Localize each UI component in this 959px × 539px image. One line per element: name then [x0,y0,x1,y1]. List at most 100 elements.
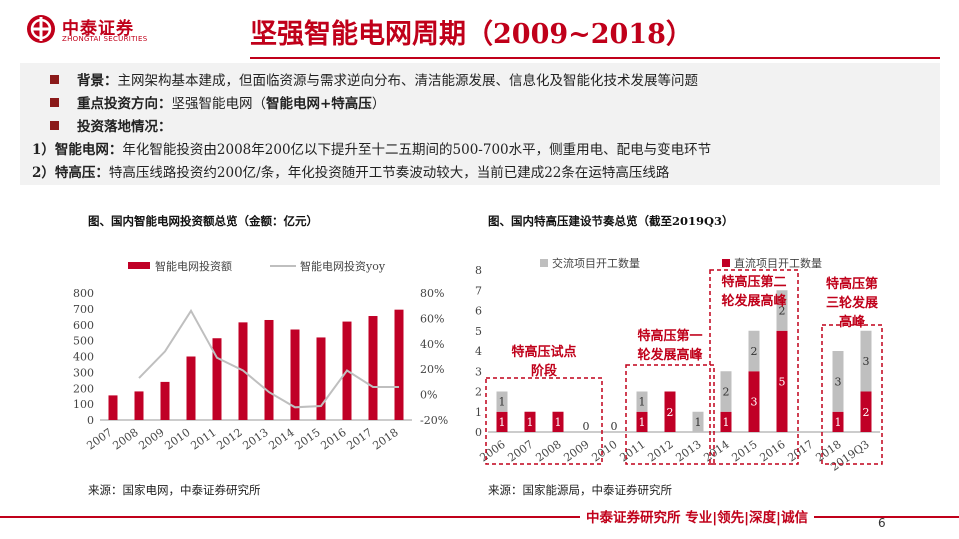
y-tick-label: 7 [475,284,482,297]
y2-tick-label: 40% [420,338,444,351]
x-tick-label: 2014 [266,426,296,453]
smart-grid-investment-chart: 智能电网投资额 智能电网投资yoy 0 100 200 300 400 500 600 700 80… [73,259,448,453]
y-tick-label: 6 [475,305,482,318]
y-tick-label: 0 [475,426,482,439]
y-tick-label: 500 [73,335,94,348]
dc-bar-label: 2 [667,406,674,419]
dc-bar-label: 5 [779,375,786,388]
bar-2014 [290,329,300,420]
annotation-label: 三轮发展 [826,295,879,311]
x-tick-label: 2013 [240,426,270,453]
legend-bar-label: 智能电网投资额 [155,259,232,273]
x-tick-label: 2012 [645,438,675,465]
y-tick-label: 2 [475,386,482,399]
bullet-square-icon [50,75,59,84]
summary-line-uhv: 2）特高压：特高压线路投资约200亿/条，年化投资随开工节奏波动较大，当前已建成… [32,161,669,181]
y2-tick-label: 80% [420,287,444,300]
y-tick-label: 200 [73,382,94,395]
x-tick-label: 2009 [561,438,591,465]
dc-bar-2018 [832,411,844,432]
x-tick-label: 2008 [110,426,140,453]
legend-dc-swatch [722,259,730,267]
ac-bar-label: 2 [723,386,730,399]
ac-bar-label: 1 [499,396,506,409]
bar-2009 [160,381,170,420]
annotation-label: 轮发展高峰 [721,293,787,309]
x-tick-label: 2008 [533,438,563,465]
chart2-source: 来源：国家能源局，中泰证券研究所 [488,483,672,497]
annotation-label: 阶段 [531,363,557,379]
ac-bar-2014 [720,371,732,412]
summary-label: 投资落地情况： [77,119,172,135]
summary-line-background: 背景：主网架构基本建成，但面临资源与需求逆向分布、清洁能源发展、信息化及智能化技… [50,69,698,89]
dc-bar-2019Q3 [860,391,872,432]
ac-bar-label: 2 [779,305,786,318]
x-tick-label: 2011 [188,426,218,453]
summary-label: 重点投资方向： [77,96,172,112]
bar-2018 [394,309,404,420]
x-tick-label: 2010 [589,438,619,465]
annotation-label: 特高压第 [826,276,878,292]
dc-bar-2015 [748,371,760,432]
page-title: 坚强智能电网周期（2009~2018） [250,19,693,50]
legend-ac-label: 交流项目开工数量 [552,256,640,270]
ac-bar-label: 2 [751,345,758,358]
zero-bar-label: 0 [583,420,590,433]
y2-tick-label: 0% [420,389,437,402]
dc-bar-2006 [496,411,508,432]
legend-dc-label: 直流项目开工数量 [734,256,822,270]
y-tick-label: 300 [73,366,94,379]
footer-rule [0,516,959,518]
ac-bar-2013 [692,411,704,432]
ac-bar-2018 [832,351,844,412]
summary-text-tail: ） [371,96,386,112]
annotation-box [821,324,883,465]
dc-bar-2016 [776,330,788,432]
ac-bar-label: 3 [835,375,842,388]
logo-english-name: ZHONGTAI SECURITIES [62,35,148,43]
x-tick-label: 2015 [292,426,322,453]
summary-line-progress: 投资落地情况： [50,115,172,135]
legend-line-label: 智能电网投资yoy [300,259,386,273]
x-tick-label: 2006 [477,438,507,465]
yoy-line [138,308,399,409]
x-tick-label: 2007 [505,438,535,465]
summary-line-smart-grid: 1）智能电网：年化智能投资由2008年200亿以下提升至十二五期间的500-70… [32,138,711,158]
summary-text: 坚强智能电网（ [171,96,267,112]
bar-2010 [186,356,196,420]
ac-bar-label: 3 [863,355,870,368]
legend-ac-swatch [540,259,548,267]
bar-2011 [212,338,222,420]
summary-text: 年化智能投资由2008年200亿以下提升至十二五期间的500-700水平，侧重用… [122,142,712,158]
x-tick-label: 2015 [729,438,759,465]
company-logo-icon [27,15,55,43]
summary-text: 主网架构基本建成，但面临资源与需求逆向分布、清洁能源发展、信息化及智能化技术发展… [117,73,699,89]
ac-bar-2006 [496,391,508,412]
summary-label: 背景： [77,73,118,89]
ac-bar-2019Q3 [860,330,872,392]
x-tick-label: 2016 [757,438,787,465]
x-tick-label: 2014 [701,438,731,465]
bar-2013 [264,319,274,420]
ac-bar-label: 1 [639,396,646,409]
annotation-label: 特高压第二 [721,274,786,290]
dc-bar-2012 [664,391,676,432]
dc-bar-label: 2 [863,406,870,419]
bar-2015 [316,337,326,420]
dc-bar-label: 3 [751,396,758,409]
logo-chinese-name: 中泰证券 [62,19,134,39]
bullet-square-icon [50,98,59,107]
annotation-label: 特高压试点 [511,344,576,360]
dc-bar-2011 [636,411,648,432]
summary-bold-text: 智能电网+特高压 [266,96,372,112]
y-tick-label: 800 [73,287,94,300]
y-tick-label: 700 [73,303,94,316]
y2-tick-label: -20% [420,414,448,427]
y2-tick-label: 60% [420,312,444,325]
dc-bar-2014 [720,411,732,432]
bar-2008 [134,391,144,420]
dc-bar-2007 [524,411,536,432]
bar-2007 [108,395,118,420]
summary-line-focus: 重点投资方向：坚强智能电网（智能电网+特高压） [50,92,385,112]
annotation-label: 轮发展高峰 [637,347,703,363]
